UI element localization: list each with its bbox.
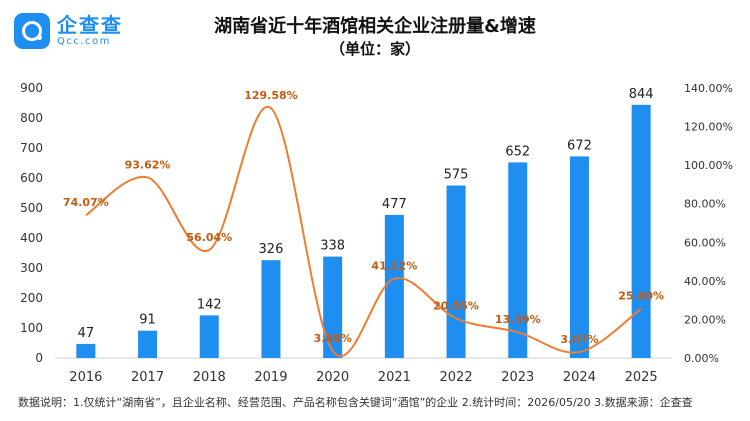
x-axis-tick-label: 2017 bbox=[131, 370, 164, 385]
logo-name: 企查查 bbox=[57, 13, 123, 37]
x-axis-tick-label: 2018 bbox=[193, 370, 226, 385]
y2-axis-tick-label: 120.00% bbox=[684, 121, 733, 134]
x-axis-tick-label: 2016 bbox=[69, 370, 102, 385]
bar bbox=[199, 315, 219, 358]
y2-axis-tick-label: 40.00% bbox=[684, 275, 726, 288]
line-value-label: 74.07% bbox=[63, 196, 109, 209]
line-value-label: 13.39% bbox=[495, 313, 541, 326]
x-axis-tick-label: 2024 bbox=[563, 370, 596, 385]
x-axis-tick-label: 2022 bbox=[440, 370, 473, 385]
bar-value-label: 672 bbox=[567, 138, 592, 153]
y2-axis-tick-label: 140.00% bbox=[684, 82, 733, 95]
x-axis-tick-label: 2021 bbox=[378, 370, 411, 385]
bar bbox=[569, 156, 589, 358]
bar bbox=[446, 185, 466, 358]
line-value-label: 129.58% bbox=[244, 89, 297, 102]
qcc-logo: 企查查 Qcc.com bbox=[14, 13, 123, 49]
footer-note: 数据说明：1.仅统计“湖南省”，且企业名称、经营范围、产品名称包含关键词“酒馆”… bbox=[18, 396, 693, 409]
bar bbox=[138, 330, 158, 358]
bar bbox=[76, 343, 96, 358]
bar-value-label: 652 bbox=[505, 144, 530, 159]
y2-axis-tick-label: 0.00% bbox=[684, 352, 719, 365]
chart-title: 湖南省近十年酒馆相关企业注册量&增速 bbox=[214, 16, 536, 37]
chart-subtitle: （单位：家） bbox=[329, 40, 420, 58]
bar-value-label: 91 bbox=[139, 313, 156, 328]
line-value-label: 41.12% bbox=[371, 260, 417, 273]
x-axis-tick-label: 2023 bbox=[501, 370, 534, 385]
bar bbox=[631, 104, 651, 358]
bar-value-label: 47 bbox=[78, 326, 95, 341]
line-value-label: 20.55% bbox=[433, 299, 479, 312]
y2-axis-tick-label: 100.00% bbox=[684, 159, 733, 172]
bar-value-label: 575 bbox=[444, 168, 469, 183]
x-axis-tick-label: 2025 bbox=[625, 370, 658, 385]
y-axis-tick-label: 0 bbox=[35, 351, 43, 365]
line-value-label: 56.04% bbox=[186, 231, 232, 244]
x-axis-tick-label: 2019 bbox=[254, 370, 287, 385]
y-axis-tick-label: 300 bbox=[20, 261, 43, 275]
line-value-label: 3.07% bbox=[560, 333, 598, 346]
y-axis-tick-label: 800 bbox=[20, 111, 43, 125]
y-axis-tick-label: 200 bbox=[20, 291, 43, 305]
line-value-label: 25.60% bbox=[618, 290, 664, 303]
bar-value-label: 326 bbox=[259, 242, 284, 257]
x-axis-tick-label: 2020 bbox=[316, 370, 349, 385]
bar-value-label: 477 bbox=[382, 197, 407, 212]
bar bbox=[384, 214, 404, 358]
y-axis-tick-label: 500 bbox=[20, 201, 43, 215]
y-axis-tick-label: 700 bbox=[20, 141, 43, 155]
y2-axis-tick-label: 80.00% bbox=[684, 198, 726, 211]
logo-domain: Qcc.com bbox=[57, 36, 111, 47]
line-value-label: 93.62% bbox=[125, 158, 171, 171]
bar bbox=[508, 162, 528, 358]
magnifier-logo-icon bbox=[14, 13, 50, 49]
bar bbox=[323, 256, 343, 358]
bar-value-label: 338 bbox=[320, 239, 345, 254]
bar-value-label: 142 bbox=[197, 297, 222, 312]
y-axis-tick-label: 100 bbox=[20, 321, 43, 335]
growth-rate-line bbox=[85, 105, 642, 358]
y-axis-tick-label: 400 bbox=[20, 231, 43, 245]
y2-axis-tick-label: 60.00% bbox=[684, 236, 726, 249]
y2-axis-tick-label: 20.00% bbox=[684, 313, 726, 326]
y-axis-tick-label: 600 bbox=[20, 171, 43, 185]
line-value-label: 3.68% bbox=[314, 332, 352, 345]
y-axis-tick-label: 900 bbox=[20, 81, 43, 95]
bar bbox=[261, 260, 281, 358]
bar-value-label: 844 bbox=[629, 87, 654, 102]
